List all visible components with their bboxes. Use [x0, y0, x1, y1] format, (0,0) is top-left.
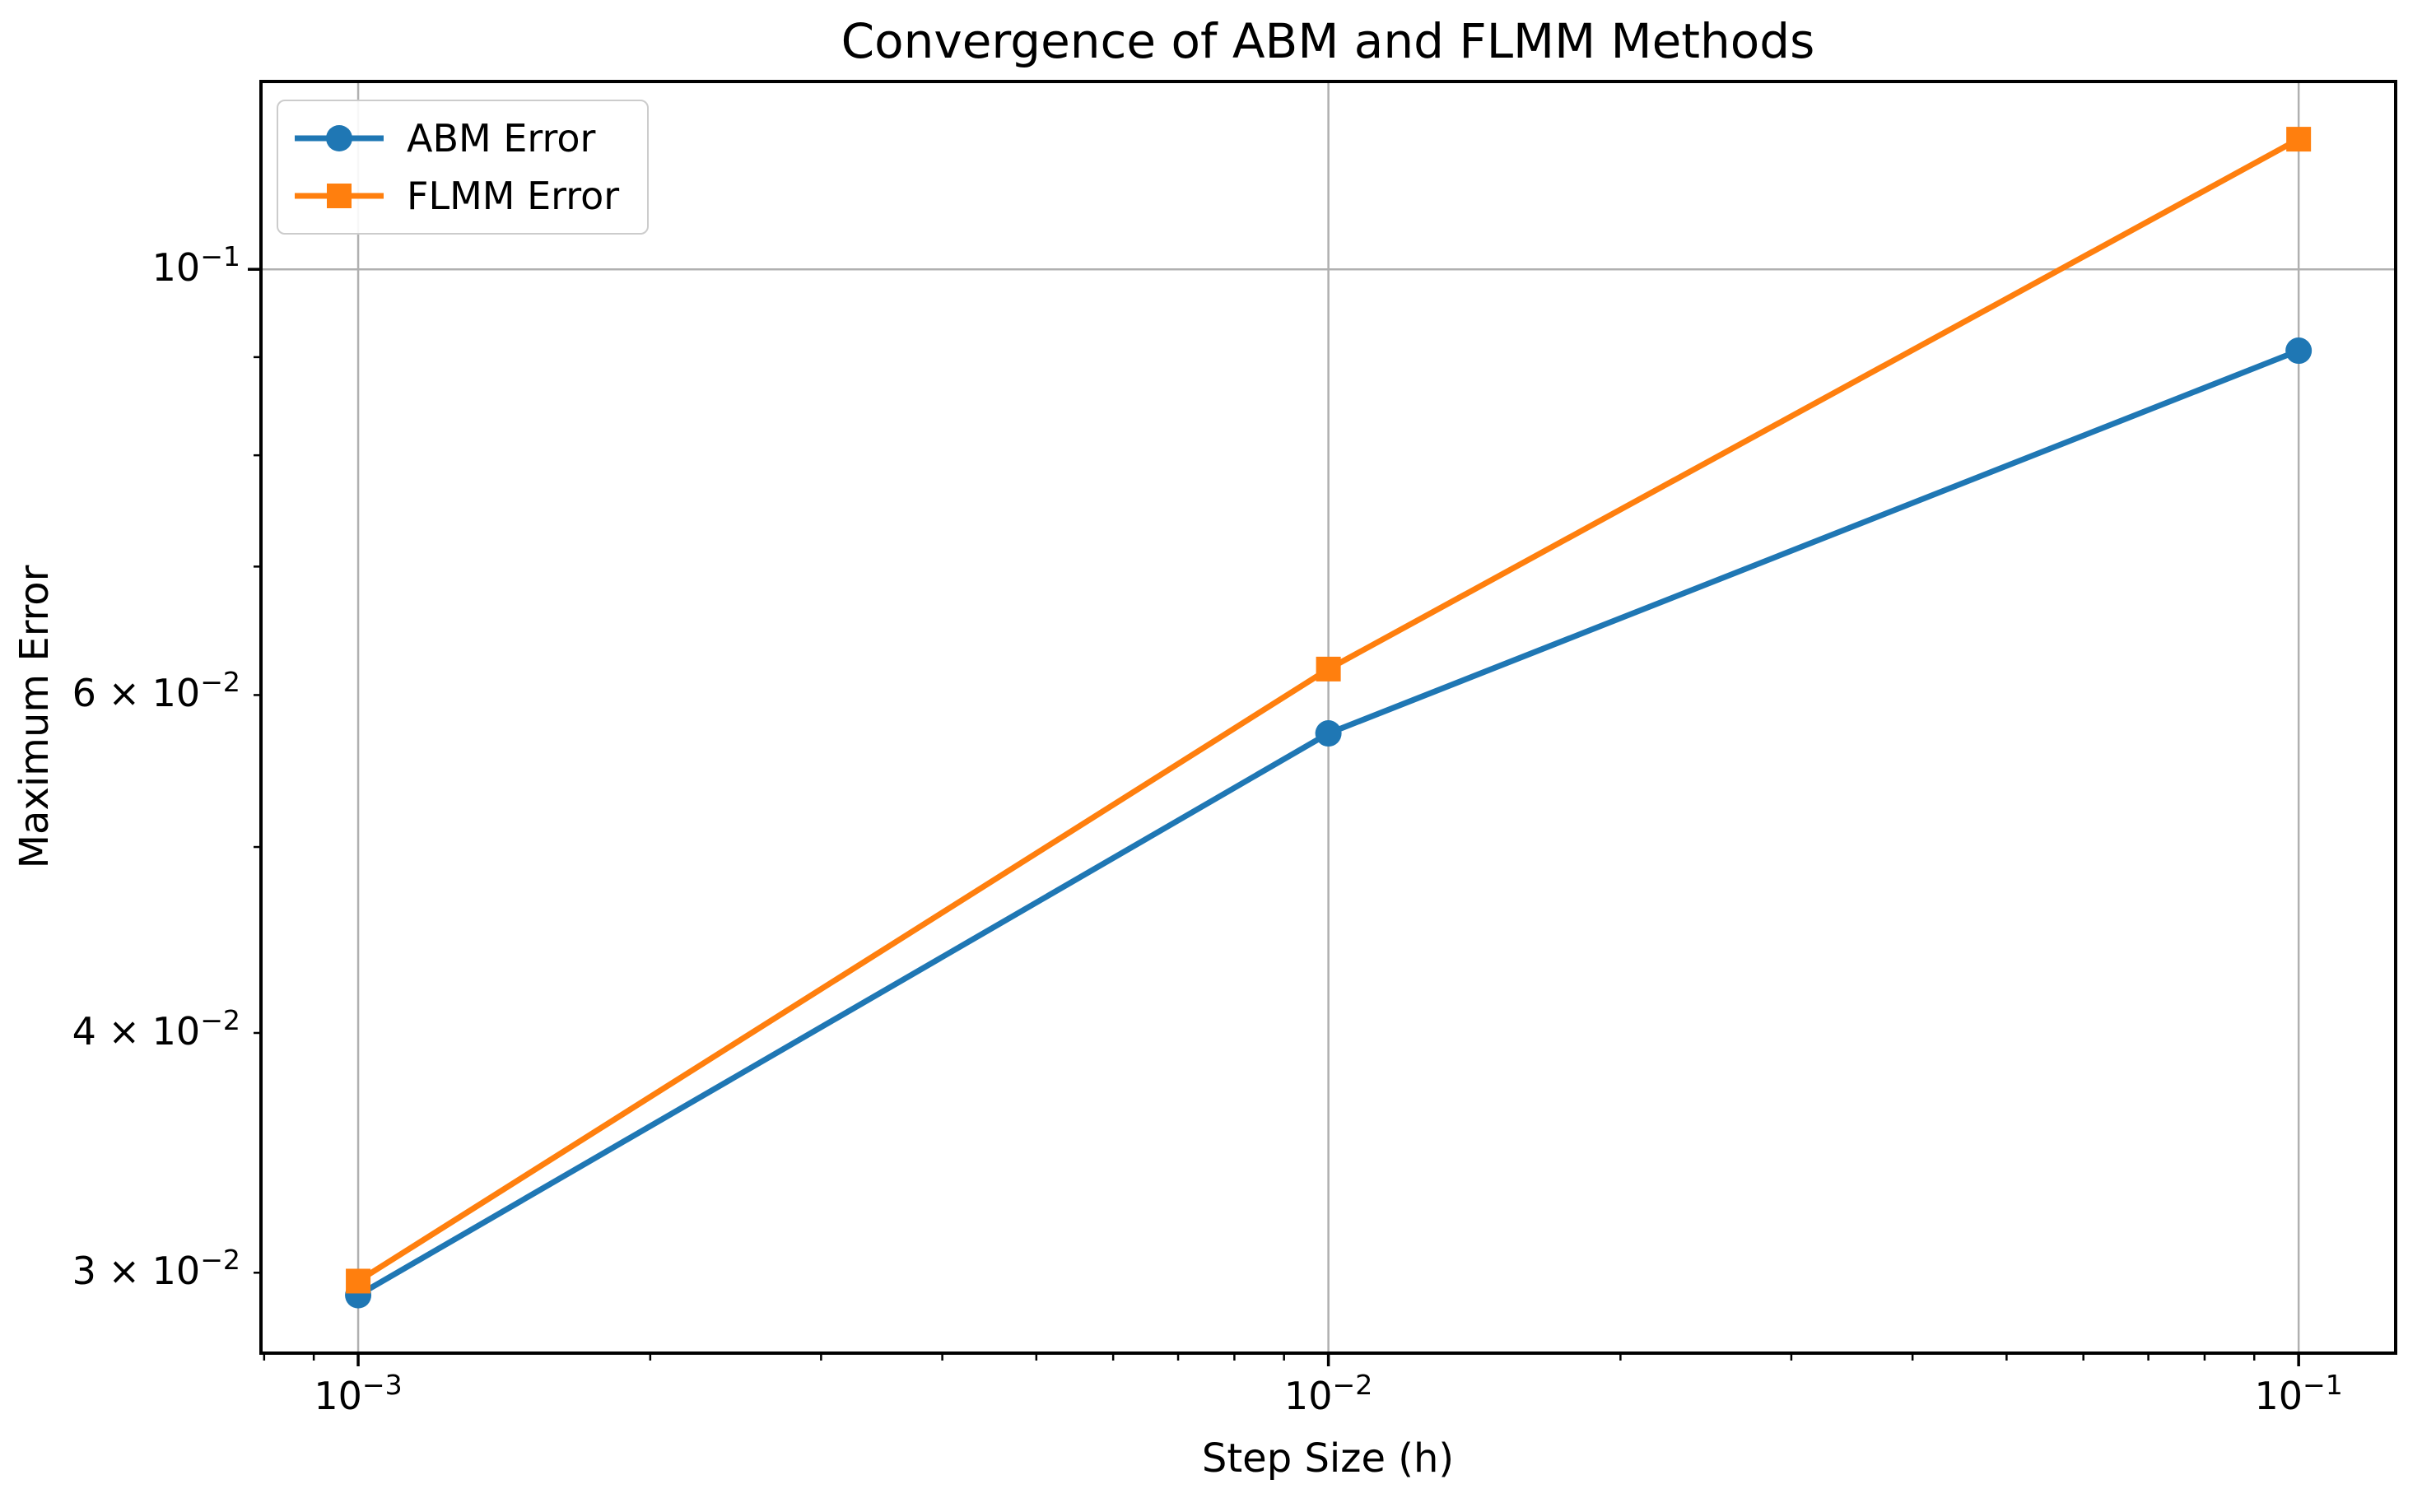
data-point-abm-error [2285, 337, 2313, 365]
x-tick-label: 10−3 [314, 1368, 403, 1418]
y-tick-label: 6 × 10−2 [72, 666, 240, 716]
x-tick-label: 10−1 [2254, 1368, 2343, 1418]
legend-item-abm: ABM Error [293, 109, 619, 167]
legend-item-flmm: FLMM Error [293, 167, 619, 225]
x-tick-label: 10−2 [1283, 1368, 1373, 1418]
x-axis-label: Step Size (h) [1201, 1435, 1455, 1482]
legend-label-flmm: FLMM Error [407, 174, 620, 218]
y-tick-label: 4 × 10−2 [72, 1003, 240, 1054]
data-point-abm-error [1315, 720, 1342, 747]
y-tick-label: 10−1 [151, 240, 240, 291]
legend-sample-marker [327, 184, 352, 208]
y-axis-label: Maximum Error [12, 565, 58, 869]
chart-title: Convergence of ABM and FLMM Methods [841, 13, 1815, 69]
y-tick-label: 3 × 10−2 [72, 1244, 240, 1294]
data-point-flmm-error [346, 1268, 371, 1294]
flmm-line-square-marker-icon [295, 184, 384, 208]
data-point-flmm-error [2286, 127, 2312, 152]
data-point-flmm-error [1316, 656, 1341, 682]
legend: ABM Error FLMM Error [277, 100, 650, 235]
legend-label-abm: ABM Error [407, 116, 596, 161]
legend-sample-marker [326, 125, 352, 151]
abm-line-circle-marker-icon [295, 125, 384, 151]
